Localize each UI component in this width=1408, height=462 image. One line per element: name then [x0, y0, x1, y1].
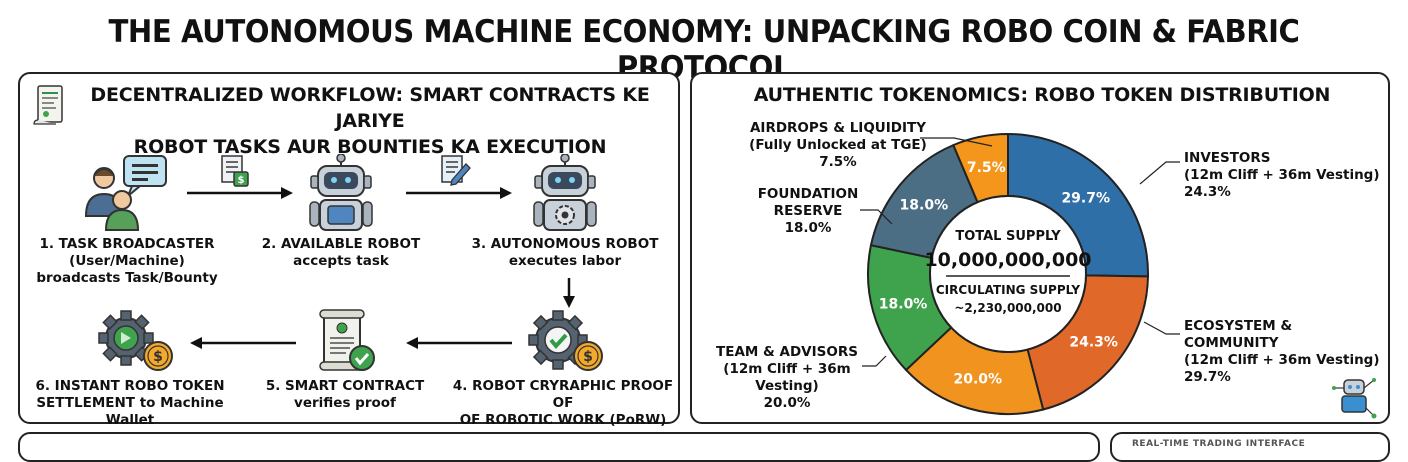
circulating-supply-label: CIRCULATING SUPPLY [936, 283, 1081, 297]
workflow-heading-line2: ROBOT TASKS AUR BOUNTIES KA EXECUTION [133, 136, 607, 158]
airdrops-percent: 7.5% [819, 154, 857, 170]
step-1-title: 1. TASK BROADCASTER [39, 236, 215, 252]
label-investors: INVESTORS (12m Cliff + 36m Vesting) 24.3… [1184, 150, 1384, 201]
foundation-subtitle: RESERVE [773, 203, 843, 219]
page-title: THE AUTONOMOUS MACHINE ECONOMY: UNPACKIN… [108, 14, 1300, 86]
ecosystem-percent: 29.7% [1184, 369, 1231, 385]
foundation-title: FOUNDATION [757, 186, 859, 202]
donut-slice-label-6: 7.5% [967, 160, 1006, 176]
svg-text:$: $ [238, 175, 245, 186]
step-3-description: executes labor [508, 253, 622, 269]
donut-slice-label-1: 29.7% [1061, 191, 1110, 207]
airdrops-title: AIRDROPS & LIQUIDITY [749, 120, 927, 136]
investors-percent: 24.3% [1184, 184, 1231, 200]
tokenomics-panel: AUTHENTIC TOKENOMICS: ROBO TOKEN DISTRIB… [690, 72, 1390, 424]
step-1-subtitle: (User/Machine) [69, 253, 185, 269]
bounty-document-icon: $ [221, 155, 249, 187]
contract-document-icon [33, 85, 63, 125]
workflow-step-5: 5. SMART CONTRACT verifies proof [240, 378, 450, 412]
leader-line-4 [1139, 161, 1180, 185]
leader-line-5 [1143, 321, 1180, 335]
investors-vesting: (12m Cliff + 36m Vesting) [1184, 167, 1380, 183]
step-2-description: accepts task [293, 253, 389, 269]
task-edit-document-icon [441, 155, 471, 186]
autonomous-robot-icon [533, 154, 597, 231]
bottom-panel-left [18, 432, 1100, 462]
workflow-step-2: 2. AVAILABLE ROBOT accepts task [236, 236, 446, 270]
proof-of-work-gear-icon: $ [528, 310, 603, 371]
workflow-heading: DECENTRALIZED WORKFLOW: SMART CONTRACTS … [70, 82, 670, 160]
flow-arrow-2-3 [406, 187, 512, 199]
ecosystem-vesting: (12m Cliff + 36m Vesting) [1184, 352, 1380, 368]
bottom-panel-right-heading: REAL-TIME TRADING INTERFACE [1132, 439, 1306, 449]
workflow-step-4: 4. ROBOT CRYRAPHIC PROOF OF OF ROBOTIC W… [448, 378, 678, 429]
leader-line-2 [860, 209, 893, 225]
workflow-step-6: 6. INSTANT ROBO TOKEN SETTLEMENT to Mach… [20, 378, 240, 429]
workflow-panel: DECENTRALIZED WORKFLOW: SMART CONTRACTS … [18, 72, 680, 428]
total-supply-value: 10,000,000,000 [924, 249, 1091, 271]
label-foundation: FOUNDATION RESERVE 18.0% [748, 186, 868, 237]
team-vesting: (12m Cliff + 36m Vesting) [723, 361, 851, 394]
step-5-description: verifies proof [294, 395, 396, 411]
step-4-description: OF ROBOTIC WORK (PoRW) [459, 412, 667, 428]
step-5-title: 5. SMART CONTRACT [265, 378, 425, 394]
flow-arrow-3-4 [563, 278, 575, 308]
step-6-description: SETTLEMENT to Machine Wallet [36, 395, 224, 428]
step-3-title: 3. AUTONOMOUS ROBOT [471, 236, 659, 252]
donut-slice-label-2: 24.3% [1069, 334, 1118, 350]
label-ecosystem: ECOSYSTEM & COMMUNITY (12m Cliff + 36m V… [1184, 318, 1384, 386]
token-settlement-icon: $ [98, 310, 173, 371]
workflow-heading-line1: DECENTRALIZED WORKFLOW: SMART CONTRACTS … [90, 84, 650, 132]
workflow-step-1: 1. TASK BROADCASTER (User/Machine) broad… [22, 236, 232, 287]
donut-slice-label-5: 18.0% [900, 198, 949, 214]
task-broadcaster-icon [84, 155, 167, 231]
donut-slice-label-3: 20.0% [954, 372, 1003, 388]
token-distribution-donut-chart: 29.7% 24.3% 20.0% 18.0% 18.0% 7.5% TOTAL SUPPL… [860, 132, 1180, 415]
total-supply-label: TOTAL SUPPLY [955, 229, 1061, 244]
robot-network-icon [1332, 378, 1377, 419]
team-percent: 20.0% [763, 395, 811, 411]
flow-arrow-1-2 [187, 187, 293, 199]
label-airdrops: AIRDROPS & LIQUIDITY (Fully Unlocked at … [738, 120, 938, 171]
team-title: TEAM & ADVISORS [716, 344, 858, 360]
smart-contract-scroll-icon [319, 309, 375, 371]
leader-line-1 [920, 137, 993, 147]
donut-slice-label-4: 18.0% [879, 296, 928, 312]
step-1-description: broadcasts Task/Bounty [36, 270, 218, 286]
investors-title: INVESTORS [1184, 150, 1271, 166]
workflow-step-3: 3. AUTONOMOUS ROBOT executes labor [460, 236, 670, 270]
circulating-supply-value: ~2,230,000,000 [954, 301, 1061, 315]
tokenomics-heading: AUTHENTIC TOKENOMICS: ROBO TOKEN DISTRIB… [753, 84, 1331, 106]
svg-text:$: $ [153, 349, 163, 365]
step-4-title: 4. ROBOT CRYRAPHIC PROOF OF [452, 378, 674, 411]
leader-line-3 [862, 355, 887, 367]
ecosystem-title: ECOSYSTEM & COMMUNITY [1184, 318, 1293, 351]
step-2-title: 2. AVAILABLE ROBOT [261, 236, 421, 252]
flow-arrow-5-6 [190, 337, 296, 349]
svg-text:$: $ [583, 349, 593, 365]
bottom-panel-right: REAL-TIME TRADING INTERFACE [1110, 432, 1390, 462]
foundation-percent: 18.0% [784, 220, 832, 236]
step-6-title: 6. INSTANT ROBO TOKEN [35, 378, 225, 394]
airdrops-vesting: (Fully Unlocked at TGE) [749, 137, 927, 153]
flow-arrow-4-5 [406, 337, 512, 349]
donut-center [929, 195, 1087, 353]
available-robot-icon [309, 154, 373, 231]
label-team: TEAM & ADVISORS (12m Cliff + 36m Vesting… [698, 344, 876, 412]
